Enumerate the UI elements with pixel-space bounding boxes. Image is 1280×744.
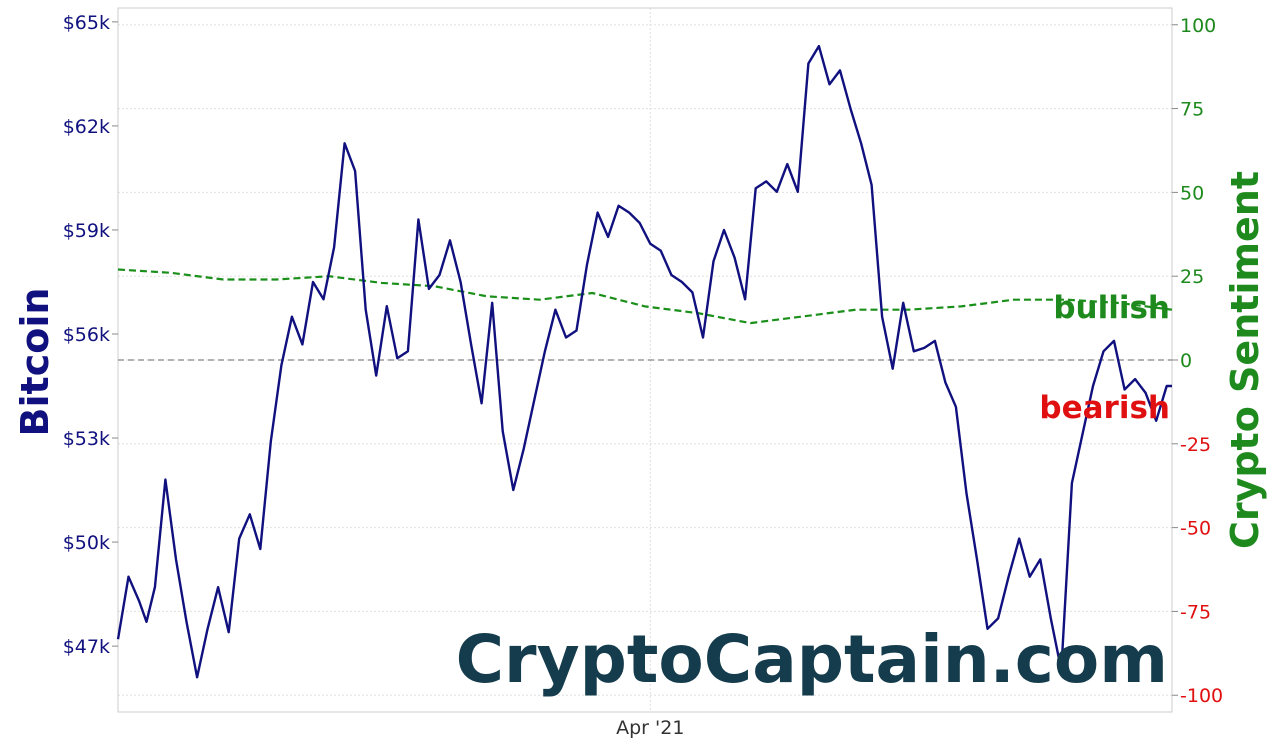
bitcoin-series-line bbox=[116, 44, 1172, 679]
left-axis-ticks: $47k $50k $53k $56k $59k $62k $65k bbox=[63, 12, 118, 658]
left-tick-label: $59k bbox=[63, 220, 110, 242]
right-axis-title: Crypto Sentiment bbox=[1223, 171, 1267, 549]
left-tick-label: $62k bbox=[63, 116, 110, 138]
sentiment-series-line bbox=[117, 268, 1173, 325]
right-tick-label: 25 bbox=[1180, 266, 1204, 288]
bullish-label: bullish bbox=[1053, 290, 1170, 326]
right-tick-label: 0 bbox=[1180, 350, 1192, 372]
x-axis-ticks: Apr '21 bbox=[616, 717, 684, 739]
left-axis-title: Bitcoin bbox=[13, 288, 57, 437]
right-tick-label: 50 bbox=[1180, 182, 1204, 204]
right-tick-label: -75 bbox=[1180, 601, 1211, 623]
right-tick-label: 100 bbox=[1180, 15, 1216, 37]
left-tick-label: $53k bbox=[63, 428, 110, 450]
left-tick-label: $56k bbox=[63, 324, 110, 346]
bearish-label: bearish bbox=[1039, 390, 1170, 426]
left-tick-label: $47k bbox=[63, 636, 110, 658]
left-tick-label: $50k bbox=[63, 532, 110, 554]
watermark: CryptoCaptain.com bbox=[456, 621, 1168, 698]
right-axis-ticks: 100 75 50 25 0 -25 -50 -75 -100 bbox=[1172, 15, 1223, 707]
right-tick-label: -100 bbox=[1180, 685, 1223, 707]
right-tick-label: 75 bbox=[1180, 99, 1204, 121]
left-tick-label: $65k bbox=[63, 12, 110, 34]
x-tick-label: Apr '21 bbox=[616, 717, 684, 739]
right-tick-label: -25 bbox=[1180, 434, 1211, 456]
right-tick-label: -50 bbox=[1180, 518, 1211, 540]
